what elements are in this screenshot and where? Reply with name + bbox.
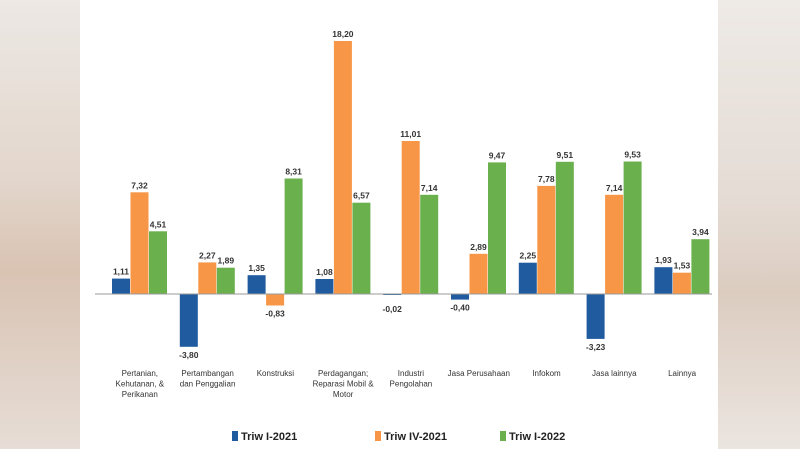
bar-s2-c1 <box>130 192 149 294</box>
value-label-s2-c1: 7,32 <box>131 180 148 190</box>
bar-s1-c2 <box>179 294 198 347</box>
background-blur-left <box>0 0 80 449</box>
bar-s3-c2 <box>216 267 235 294</box>
bar-s3-c4 <box>352 202 371 294</box>
value-label-s1-c6: -0,40 <box>450 303 470 313</box>
value-label-s2-c9: 1,53 <box>674 261 691 271</box>
value-label-s2-c5: 11,01 <box>400 129 421 139</box>
value-label-s3-c8: 9,53 <box>624 150 641 160</box>
bar-s3-c7 <box>555 161 574 294</box>
value-label-s3-c6: 9,47 <box>489 150 506 160</box>
bar-s1-c9 <box>654 267 673 294</box>
value-label-s2-c3: -0,83 <box>265 309 285 319</box>
value-label-s1-c7: 2,25 <box>520 251 537 261</box>
bar-s1-c6 <box>451 294 469 300</box>
bar-s2-c4 <box>333 41 352 294</box>
background-blur-right <box>718 0 800 449</box>
legend-swatch-1 <box>232 431 238 441</box>
category-label-6: Jasa Perusahaan <box>448 369 510 378</box>
category-label-5: Industri Pengolahan <box>390 369 433 389</box>
value-label-s1-c5: -0,02 <box>383 304 403 314</box>
bar-s3-c1 <box>149 231 167 294</box>
bar-s3-c8 <box>623 161 642 294</box>
legend-swatch-3 <box>500 431 506 441</box>
value-label-s3-c9: 3,94 <box>692 227 709 237</box>
value-label-s2-c4: 18,20 <box>332 29 354 39</box>
legend-label-3: Triw I-2022 <box>509 431 565 443</box>
value-labels-group: 1,11 7,32 4,51 -3,80 2,271,89 1,35 -0,83 8,31 1,… <box>113 29 709 360</box>
bar-s3-c3 <box>284 178 303 294</box>
value-label-s2-c7: 7,78 <box>538 174 555 184</box>
value-label-s3-c3: 8,31 <box>285 167 302 177</box>
category-label-9: Lainnya <box>668 369 697 378</box>
value-label-s3-c2: 1,89 <box>218 256 235 266</box>
bar-s1-c1 <box>112 278 130 294</box>
value-label-s2-c2: 2,27 <box>199 250 216 260</box>
category-label-4: Perdagangan; Reparasi Mobil & Motor <box>313 369 375 399</box>
bar-s2-c9 <box>672 272 691 294</box>
value-label-s3-c1: 4,51 <box>150 219 167 229</box>
value-label-s2-c6: 2,89 <box>470 242 487 252</box>
category-label-2: Pertambangan dan Penggalian <box>180 369 236 389</box>
bar-s3-c5 <box>420 194 439 294</box>
legend-label-1: Triw I-2021 <box>241 431 297 443</box>
value-label-s2-c8: 7,14 <box>606 183 623 193</box>
value-label-s3-c4: 6,57 <box>353 191 370 201</box>
value-label-s1-c3: 1,35 <box>248 263 265 273</box>
category-label-3: Konstruksi <box>257 369 295 378</box>
value-label-s1-c1: 1,11 <box>113 267 129 277</box>
bar-s1-c4 <box>315 279 334 294</box>
value-label-s1-c4: 1,08 <box>316 267 333 277</box>
value-label-s1-c2: -3,80 <box>179 350 199 360</box>
legend: Triw I-2021 Triw IV-2021 Triw I-2022 <box>232 431 565 443</box>
bar-s1-c8 <box>586 294 605 339</box>
bar-s1-c7 <box>518 262 537 294</box>
bar-s3-c6 <box>488 162 506 294</box>
category-label-8: Jasa lainnya <box>592 369 637 378</box>
bar-s2-c8 <box>605 194 624 294</box>
bar-s2-c6 <box>469 253 488 294</box>
category-labels-group: Pertanian, Kehutanan, & Perikanan Pertamban… <box>116 369 697 399</box>
bar-s3-c9 <box>691 239 710 294</box>
bar-s1-c3 <box>247 275 266 294</box>
value-label-s1-c9: 1,93 <box>655 255 672 265</box>
bar-s2-c2 <box>198 262 217 294</box>
bar-s2-c5 <box>401 141 420 294</box>
bars-group <box>112 41 710 347</box>
value-label-s3-c7: 9,51 <box>557 150 574 160</box>
value-label-s3-c5: 7,14 <box>421 183 438 193</box>
legend-swatch-2 <box>375 431 381 441</box>
bar-s2-c3 <box>266 294 285 306</box>
legend-label-2: Triw IV-2021 <box>384 431 447 443</box>
bar-s2-c7 <box>537 185 556 294</box>
category-label-1: Pertanian, Kehutanan, & Perikanan <box>116 369 165 399</box>
category-label-7: Infokom <box>532 369 561 378</box>
value-label-s1-c8: -3,23 <box>586 342 606 352</box>
